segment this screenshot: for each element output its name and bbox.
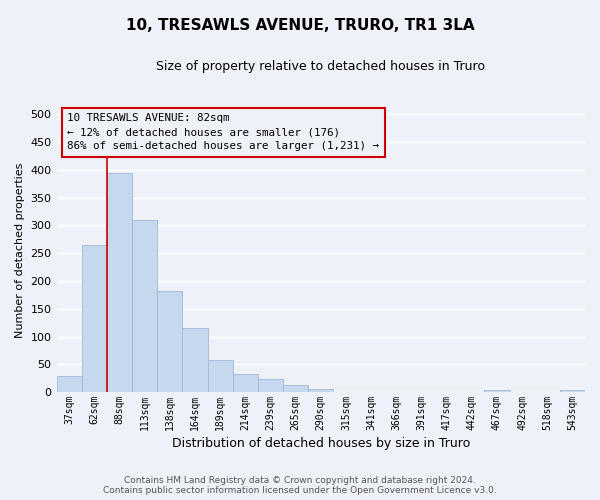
Bar — [560, 390, 585, 392]
Bar — [208, 360, 233, 392]
Bar — [56, 376, 82, 392]
Bar — [308, 388, 334, 392]
Bar — [107, 172, 132, 392]
Bar — [82, 245, 107, 392]
Bar — [132, 220, 157, 392]
Bar — [283, 385, 308, 392]
Text: 10, TRESAWLS AVENUE, TRURO, TR1 3LA: 10, TRESAWLS AVENUE, TRURO, TR1 3LA — [125, 18, 475, 32]
Bar — [484, 390, 509, 392]
X-axis label: Distribution of detached houses by size in Truro: Distribution of detached houses by size … — [172, 437, 470, 450]
Bar — [258, 378, 283, 392]
Bar — [182, 328, 208, 392]
Title: Size of property relative to detached houses in Truro: Size of property relative to detached ho… — [156, 60, 485, 73]
Text: Contains HM Land Registry data © Crown copyright and database right 2024.
Contai: Contains HM Land Registry data © Crown c… — [103, 476, 497, 495]
Bar — [157, 291, 182, 392]
Bar — [233, 374, 258, 392]
Text: 10 TRESAWLS AVENUE: 82sqm
← 12% of detached houses are smaller (176)
86% of semi: 10 TRESAWLS AVENUE: 82sqm ← 12% of detac… — [67, 113, 379, 151]
Y-axis label: Number of detached properties: Number of detached properties — [15, 163, 25, 338]
